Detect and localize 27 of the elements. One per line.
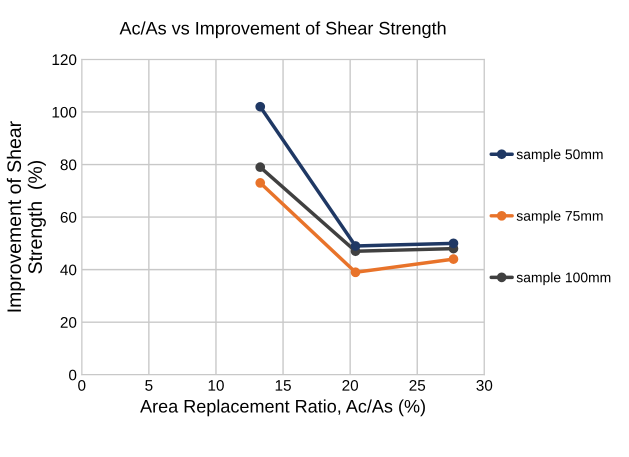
x-tick-label: 5 (145, 380, 152, 391)
chart-title: Ac/As vs Improvement of Shear Strength (120, 21, 446, 38)
x-tick-label: 20 (342, 380, 358, 391)
y-tick-label: 40 (60, 264, 76, 276)
point (350, 267, 360, 278)
x-tick-label: 15 (276, 380, 291, 391)
y-axis-title: Improvement of Shear Strength (%) (6, 121, 46, 312)
point (255, 178, 266, 188)
x-tick-label: 10 (208, 380, 224, 391)
y-tick-label: 0 (69, 370, 76, 380)
x-tick-label: 30 (476, 380, 492, 391)
point (350, 241, 360, 251)
y-tick-label: 20 (60, 317, 76, 328)
y-tick-label: 120 (52, 54, 76, 66)
legend-label: sample 50mm (516, 149, 603, 162)
point (255, 162, 266, 172)
x-axis-title: Area Replacement Ratio, Ac/As (%) (140, 399, 425, 416)
point (255, 102, 266, 112)
y-tick-label: 80 (60, 159, 76, 170)
point (448, 238, 458, 248)
legend-label: sample 100mm (516, 272, 610, 286)
x-tick-label: 25 (410, 380, 426, 391)
x-tick-label: 0 (78, 380, 86, 391)
legend-label: sample 75mm (516, 210, 603, 224)
y-tick-label: 100 (52, 106, 76, 118)
y-tick-label: 60 (60, 212, 76, 223)
point (448, 254, 458, 264)
